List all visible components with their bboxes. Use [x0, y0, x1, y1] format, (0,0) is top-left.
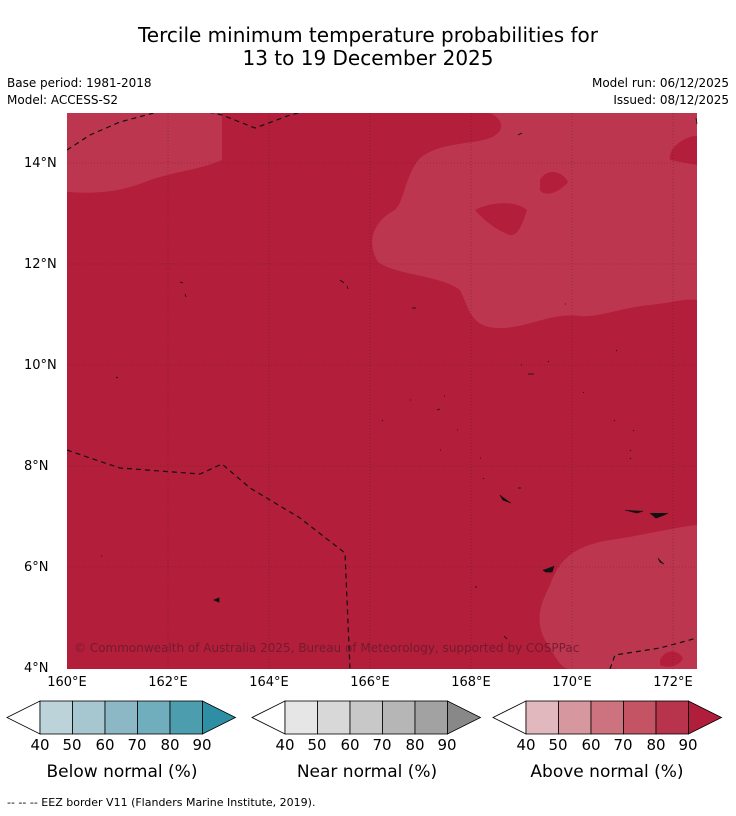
colorbar-bin: [39, 700, 73, 735]
above-normal-70-80-region-northwest: [67, 113, 222, 193]
lon-tick-160e: 160°E: [47, 675, 87, 690]
colorbar-bin: [169, 700, 203, 735]
cb-tick: 70: [372, 736, 392, 754]
issued-date: Issued: 08/12/2025: [613, 93, 729, 107]
colorbar-above-normal-label: Above normal (%): [530, 762, 684, 782]
colorbar-bin: [284, 700, 318, 735]
lat-tick-14n: 14°N: [24, 156, 57, 171]
model-run: Model run: 06/12/2025: [591, 76, 729, 90]
colorbar-extend-low: [251, 700, 286, 735]
cb-tick: 60: [95, 736, 115, 754]
colorbar-below-normal: [6, 700, 237, 735]
cb-tick: 80: [646, 736, 666, 754]
colorbar-near-normal: [251, 700, 482, 735]
cb-tick: 90: [192, 736, 212, 754]
map-title-line2: 13 to 19 December 2025: [242, 46, 494, 70]
cb-tick: 80: [405, 736, 425, 754]
colorbar-extend-low: [6, 700, 41, 735]
lat-tick-8n: 8°N: [24, 459, 49, 474]
colorbar-bin: [72, 700, 106, 735]
above-normal-70-80-region-northeast: [372, 113, 697, 329]
colorbar-near-normal-label: Near normal (%): [296, 762, 438, 782]
islands: [101, 117, 698, 640]
colorbar-below-normal-label: Below normal (%): [46, 762, 198, 782]
base-period: Base period: 1981-2018: [7, 76, 152, 90]
colorbar-bin: [104, 700, 138, 735]
cb-tick: 60: [581, 736, 601, 754]
cb-tick: 50: [307, 736, 327, 754]
colorbar-extend-high: [447, 700, 482, 735]
colorbar-bin: [137, 700, 171, 735]
map-title-line1: Tercile minimum temperature probabilitie…: [137, 23, 599, 47]
cb-tick: 50: [548, 736, 568, 754]
eez-border-legend: -- -- -- EEZ border V11 (Flanders Marine…: [7, 796, 316, 809]
lat-tick-6n: 6°N: [24, 560, 49, 575]
cb-tick: 60: [340, 736, 360, 754]
colorbar-bin: [349, 700, 383, 735]
lat-tick-10n: 10°N: [24, 358, 57, 373]
colorbar-bin: [382, 700, 416, 735]
cb-tick: 40: [275, 736, 295, 754]
lon-tick-164e: 164°E: [249, 675, 289, 690]
above-normal-80-90-patch: [660, 651, 683, 667]
lon-tick-162e: 162°E: [148, 675, 188, 690]
cb-tick: 40: [30, 736, 50, 754]
colorbar-extend-high: [202, 700, 237, 735]
above-normal-80-90-patch: [475, 203, 527, 236]
colorbar-bin: [525, 700, 559, 735]
lon-tick-172e: 172°E: [653, 675, 693, 690]
lat-tick-4n: 4°N: [24, 661, 49, 676]
colorbar-bin: [655, 700, 689, 735]
gridlines: [67, 113, 697, 669]
map-credit: © Commonwealth of Australia 2025, Bureau…: [74, 641, 580, 655]
colorbar-extend-high: [688, 700, 723, 735]
colorbar-above-normal: [492, 700, 723, 735]
lon-tick-170e: 170°E: [552, 675, 592, 690]
cb-tick: 70: [613, 736, 633, 754]
cb-tick: 50: [62, 736, 82, 754]
cb-tick: 70: [127, 736, 147, 754]
cb-tick: 90: [437, 736, 457, 754]
above-normal-80-90-patch: [540, 172, 568, 194]
lon-tick-166e: 166°E: [350, 675, 390, 690]
lon-tick-168e: 168°E: [451, 675, 491, 690]
cb-tick: 40: [516, 736, 536, 754]
map-fill: [67, 113, 697, 669]
above-normal-70-80-region-southeast: [539, 525, 697, 669]
probability-map[interactable]: [0, 0, 736, 700]
cb-tick: 90: [678, 736, 698, 754]
colorbar-bin: [414, 700, 448, 735]
lat-tick-12n: 12°N: [24, 257, 57, 272]
colorbar-bin: [590, 700, 624, 735]
model-name: Model: ACCESS-S2: [7, 93, 119, 107]
colorbar-bin: [317, 700, 351, 735]
cb-tick: 80: [160, 736, 180, 754]
colorbar-bin: [558, 700, 592, 735]
eez-borders: [67, 113, 697, 669]
colorbar-bin: [623, 700, 657, 735]
colorbar-extend-low: [492, 700, 527, 735]
